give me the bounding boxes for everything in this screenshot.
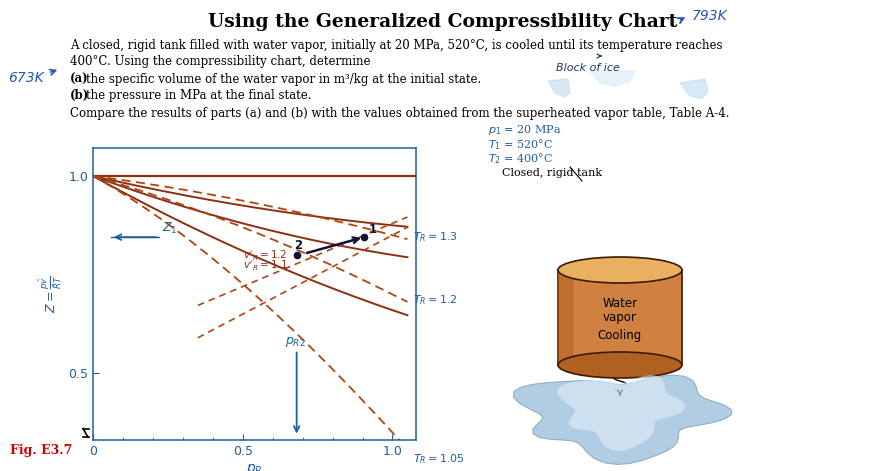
Ellipse shape — [558, 257, 682, 283]
Text: $v'_R = 1.2$: $v'_R = 1.2$ — [243, 249, 287, 263]
Polygon shape — [548, 79, 570, 97]
Polygon shape — [514, 375, 732, 464]
Text: $v'_R = 1.1$: $v'_R = 1.1$ — [243, 258, 287, 273]
Polygon shape — [590, 71, 635, 86]
Text: the pressure in MPa at the final state.: the pressure in MPa at the final state. — [86, 89, 312, 102]
Text: Block of ice: Block of ice — [556, 63, 620, 73]
Polygon shape — [557, 375, 685, 451]
Text: Compare the results of parts (a) and (b) with the values obtained from the super: Compare the results of parts (a) and (b)… — [70, 107, 729, 120]
Text: 673K: 673K — [8, 71, 43, 85]
Text: $p_1$ = 20 MPa: $p_1$ = 20 MPa — [488, 123, 562, 137]
Text: $Z_1$: $Z_1$ — [162, 220, 177, 236]
Text: Water: Water — [602, 297, 638, 310]
Text: $T_1$ = 520°C: $T_1$ = 520°C — [488, 137, 553, 152]
Text: A closed, rigid tank filled with water vapor, initially at 20 MPa, 520°C, is coo: A closed, rigid tank filled with water v… — [70, 39, 722, 52]
Polygon shape — [680, 79, 708, 99]
FancyBboxPatch shape — [558, 270, 682, 365]
Text: vapor: vapor — [603, 311, 637, 324]
Text: (b): (b) — [70, 89, 89, 102]
Text: the specific volume of the water vapor in m³/kg at the initial state.: the specific volume of the water vapor i… — [86, 73, 481, 86]
X-axis label: $p_R$: $p_R$ — [246, 463, 263, 471]
Y-axis label: $Z = \frac{p\hat{v}}{\bar{R}T}$: $Z = \frac{p\hat{v}}{\bar{R}T}$ — [37, 275, 64, 314]
Ellipse shape — [558, 352, 682, 378]
Text: (a): (a) — [70, 73, 89, 86]
Text: $T_R = 1.2$: $T_R = 1.2$ — [414, 293, 457, 307]
Text: $T_R = 1.05$: $T_R = 1.05$ — [414, 452, 465, 466]
Text: Cooling: Cooling — [598, 329, 642, 342]
Polygon shape — [558, 270, 572, 365]
Text: 1: 1 — [369, 223, 377, 236]
Text: Using the Generalized Compressibility Chart: Using the Generalized Compressibility Ch… — [208, 13, 678, 31]
Text: 400°C. Using the compressibility chart, determine: 400°C. Using the compressibility chart, … — [70, 55, 370, 68]
Text: Closed, rigid tank: Closed, rigid tank — [502, 168, 602, 178]
Text: 2: 2 — [294, 239, 302, 252]
Text: 793K: 793K — [692, 9, 727, 23]
Text: Fig. E3.7: Fig. E3.7 — [10, 444, 73, 457]
Text: $T_R = 1.3$: $T_R = 1.3$ — [414, 230, 458, 244]
Text: $T_2$ = 400°C: $T_2$ = 400°C — [488, 151, 553, 166]
Text: $p_{R2}$: $p_{R2}$ — [284, 335, 306, 349]
